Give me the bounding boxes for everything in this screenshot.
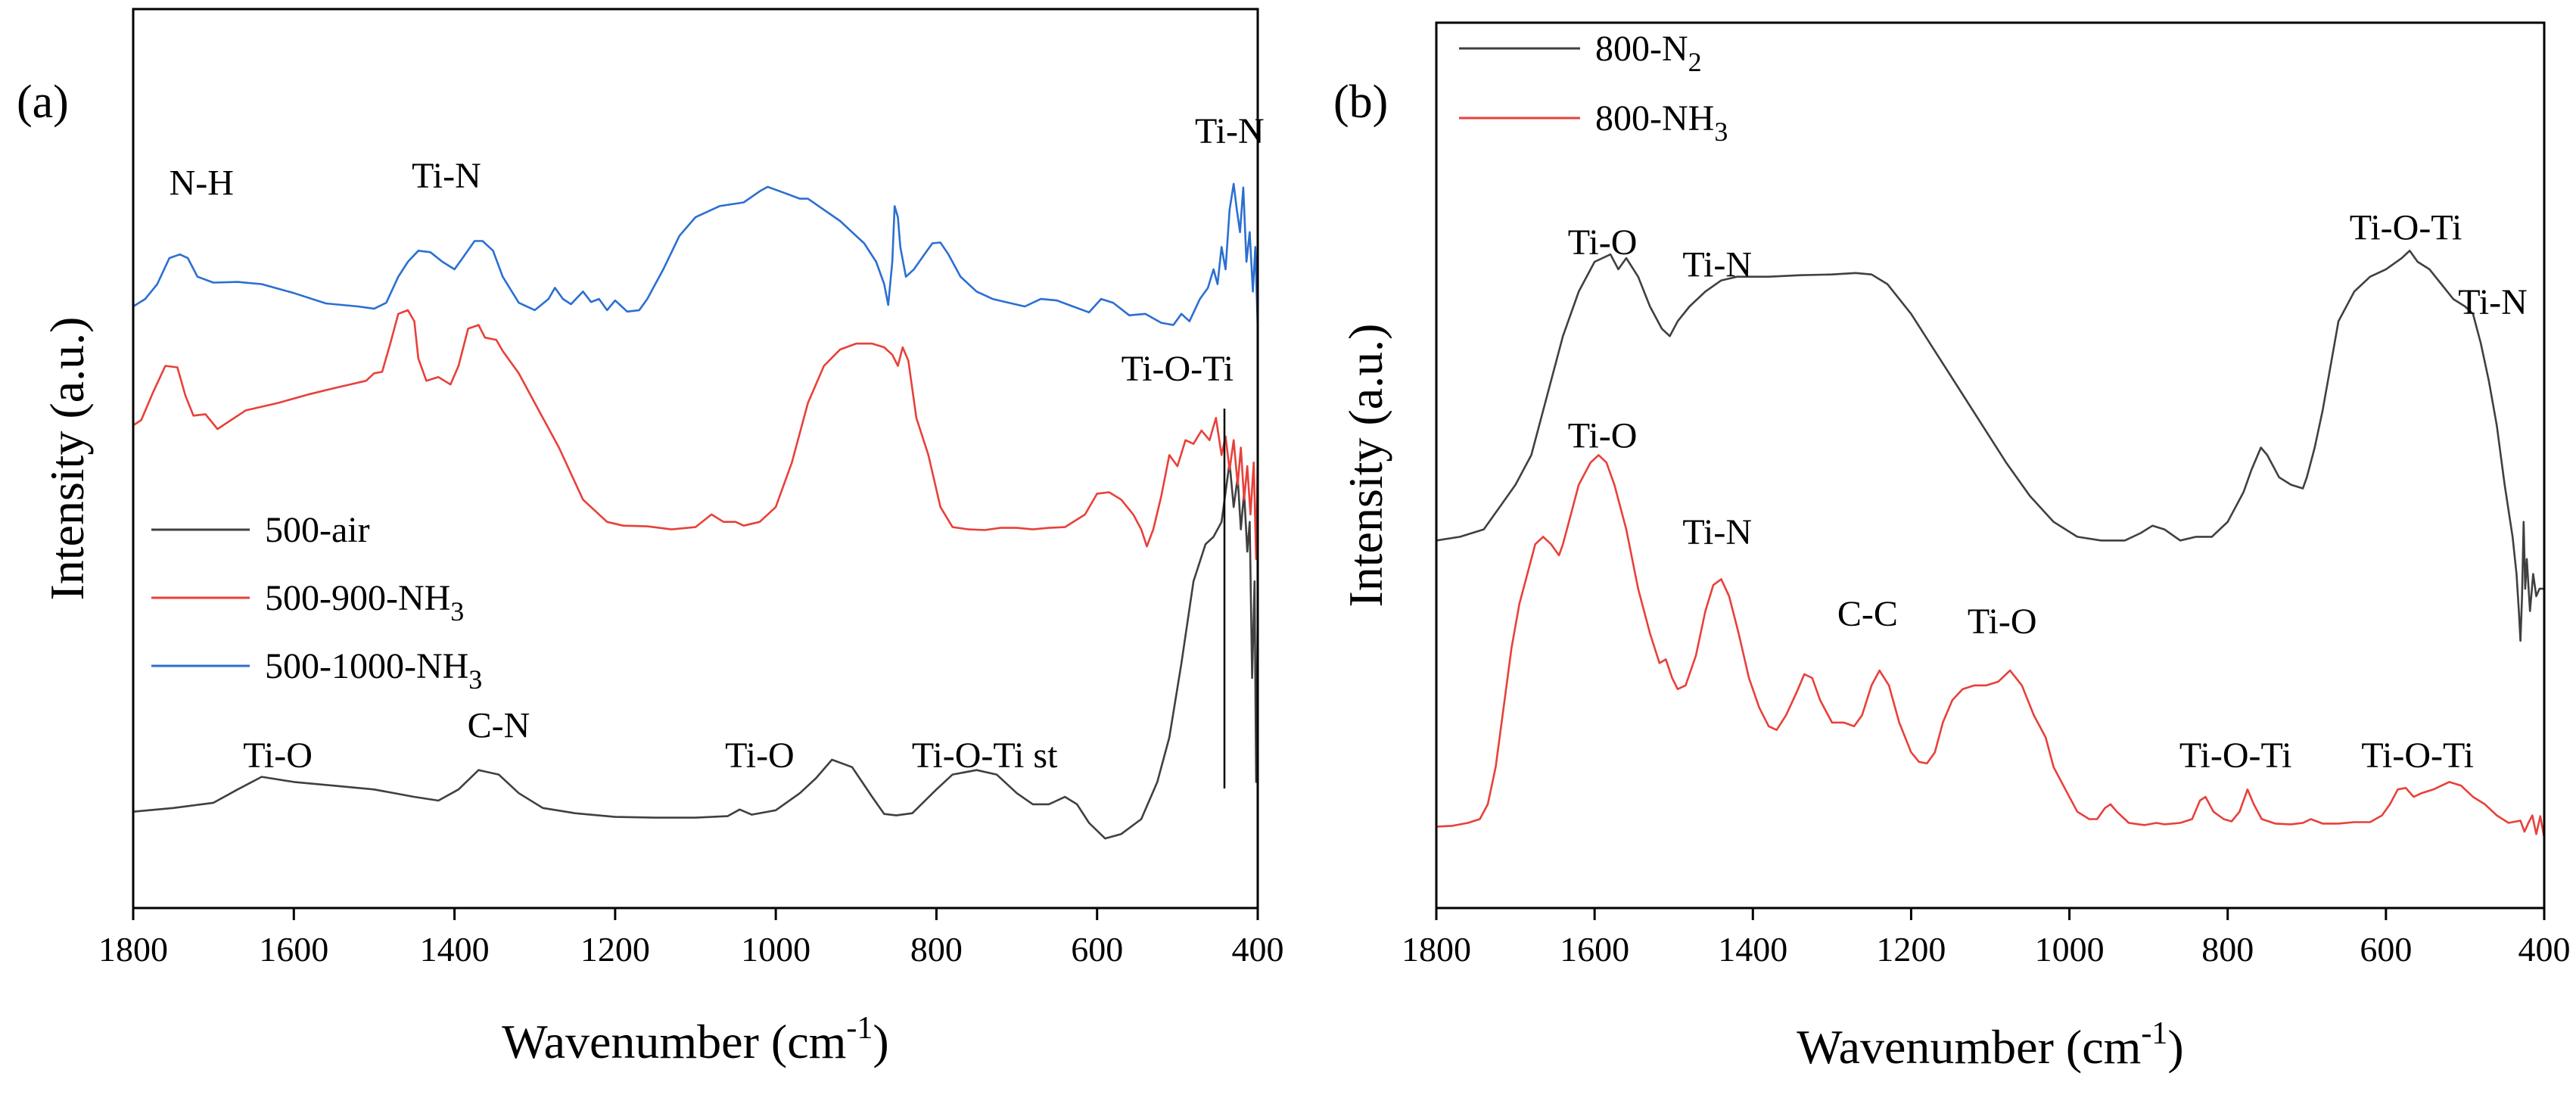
panel-b-ylabel: Intensity (a.u.) [1339, 324, 1392, 608]
annotation-ti-n: Ti-N [1682, 512, 1752, 552]
annotation-ti-n: Ti-N [1195, 111, 1265, 151]
x-tick-label-1800: 1800 [1402, 930, 1471, 969]
panel-b-label: (b) [1333, 76, 1388, 128]
panel-a-xlabel-sup: -1 [846, 1011, 873, 1046]
panel-b-xlabel-end: ) [2167, 1020, 2183, 1074]
legend-label: 500-1000-NH3 [265, 646, 482, 695]
x-tick-label-400: 400 [2518, 930, 2571, 969]
annotation-ti-o-ti: Ti-O-Ti [2350, 208, 2462, 248]
panel-a-frame [132, 8, 1259, 910]
series-line-500-1000-nh3 [132, 182, 1259, 329]
annotation-ti-o-ti: Ti-O-Ti [2179, 735, 2292, 776]
x-tick-label-1000: 1000 [741, 930, 810, 969]
annotation-ti-o: Ti-O [1568, 222, 1638, 263]
annotation-c-n: C-N [468, 706, 530, 746]
x-tick-label-1400: 1400 [1718, 930, 1787, 969]
x-tick-label-1200: 1200 [1876, 930, 1946, 969]
panel-b-x-axis: 1800 1600 1400 1200 1000 800 600 400 [1402, 908, 2571, 969]
series-line-500-air [132, 461, 1259, 840]
panel-b-xlabel-sup: -1 [2141, 1016, 2167, 1051]
series-line-800-nh3 [1436, 454, 2546, 838]
panel-a-x-axis: 1800 1600 1400 1200 1000 800 600 400 [98, 908, 1284, 969]
annotation-ti-n: Ti-N [412, 156, 481, 196]
annotation-ti-o: Ti-O [1968, 602, 2037, 642]
annotation-ti-o: Ti-O [1568, 416, 1638, 456]
annotation-ti-o-ti: Ti-O-Ti [1122, 349, 1234, 389]
annotation-ti-o-ti: Ti-O-Ti [2361, 735, 2474, 776]
panel-a-ylabel: Intensity (a.u.) [40, 317, 94, 601]
x-tick-label-1200: 1200 [580, 930, 650, 969]
panel-b: (b) 1800 1600 1400 1200 1000 800 600 400 Wavenu… [1333, 21, 2571, 1074]
series-line-500-900-nh3 [132, 309, 1259, 561]
panel-b-xlabel: Wavenumber (cm-1) [1797, 1016, 2183, 1074]
x-tick-label-800: 800 [910, 930, 963, 969]
x-tick-label-1400: 1400 [420, 930, 490, 969]
x-tick-label-600: 600 [2360, 930, 2412, 969]
x-tick-label-1000: 1000 [2035, 930, 2105, 969]
x-tick-label-1800: 1800 [98, 930, 168, 969]
panel-b-annotations: Ti-O Ti-N Ti-O-Ti Ti-N Ti-O Ti-N C-C Ti-O Ti-O-T… [1568, 208, 2528, 776]
panel-a-annotations: N-H Ti-N Ti-N Ti-O-Ti Ti-O C-N Ti-O Ti-O-Ti st [170, 111, 1265, 776]
legend-label: 800-NH3 [1595, 98, 1728, 147]
x-tick-label-400: 400 [1232, 930, 1284, 969]
series-line-800-n2 [1436, 250, 2544, 642]
x-tick-label-1600: 1600 [259, 930, 328, 969]
panel-b-legend: 800-N2 800-NH3 [1459, 29, 1728, 147]
legend-label: 500-air [265, 510, 370, 550]
panel-b-frame [1435, 21, 2546, 910]
panel-a-series-group [132, 182, 1259, 840]
annotation-ti-o-ti-st: Ti-O-Ti st [912, 735, 1058, 776]
annotation-ti-o: Ti-O [243, 735, 313, 776]
legend-label: 500-900-NH3 [265, 578, 464, 627]
panel-a-label: (a) [17, 76, 69, 128]
panel-a-legend: 500-air 500-900-NH3 500-1000-NH3 [151, 510, 482, 695]
annotation-ti-n: Ti-N [2458, 282, 2528, 322]
annotation-n-h: N-H [170, 163, 234, 204]
x-tick-label-1600: 1600 [1560, 930, 1629, 969]
panel-a-xlabel: Wavenumber (cm-1) [502, 1011, 888, 1068]
panel-a-xlabel-main: Wavenumber (cm [502, 1015, 846, 1068]
annotation-c-c: C-C [1837, 594, 1898, 634]
annotation-ti-o: Ti-O [725, 735, 795, 776]
panel-a-xlabel-end: ) [873, 1015, 888, 1068]
panel-b-xlabel-main: Wavenumber (cm [1797, 1020, 2141, 1074]
panel-a: (a) 1800 1600 1400 1200 1000 800 600 400 Wavenu… [17, 8, 1284, 1068]
legend-label: 800-N2 [1595, 29, 1702, 77]
annotation-ti-n: Ti-N [1682, 245, 1752, 285]
x-tick-label-600: 600 [1071, 930, 1123, 969]
x-tick-label-800: 800 [2201, 930, 2254, 969]
panel-b-series-group [1436, 250, 2546, 838]
